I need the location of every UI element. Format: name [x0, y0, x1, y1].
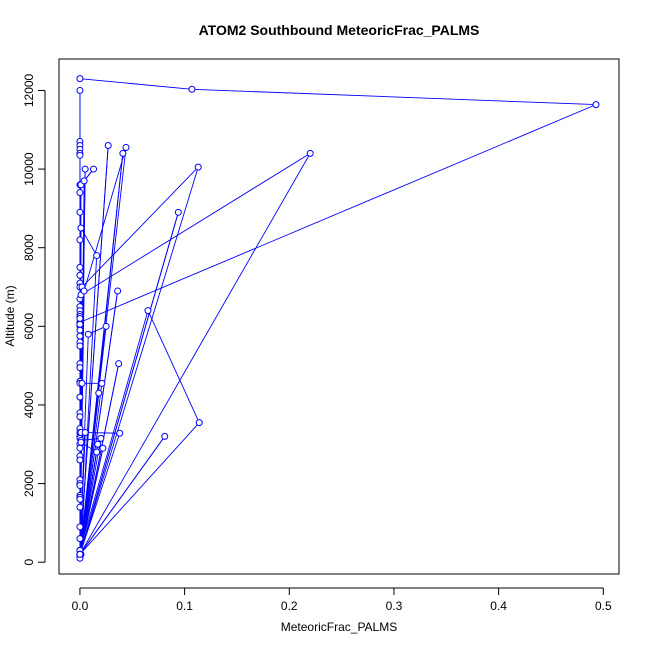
- data-point: [77, 438, 85, 446]
- data-point: [98, 379, 106, 387]
- data-point: [76, 86, 84, 94]
- data-point: [77, 224, 85, 232]
- data-point: [76, 326, 84, 334]
- x-tick-label: 0.1: [176, 599, 193, 613]
- plot-frame: [58, 58, 620, 575]
- data-point: [76, 320, 84, 328]
- series-segment: [80, 255, 98, 555]
- series-segment: [79, 290, 119, 555]
- series-segment: [191, 88, 596, 106]
- x-tick-label: 0.0: [72, 599, 89, 613]
- series-segment: [79, 433, 121, 555]
- series-segment: [79, 448, 104, 555]
- data-point: [76, 75, 84, 83]
- y-tick-label: 10000: [22, 152, 36, 186]
- data-point: [76, 413, 84, 421]
- data-point: [76, 332, 84, 340]
- data-point: [76, 151, 84, 159]
- data-point: [104, 141, 112, 149]
- x-tick-label: 0.3: [386, 599, 403, 613]
- y-tick-label: 8000: [22, 234, 36, 261]
- y-tick-label: 2000: [22, 470, 36, 497]
- data-point: [93, 252, 101, 260]
- series-segment: [80, 152, 311, 296]
- data-point: [144, 307, 152, 315]
- series-segment: [79, 166, 199, 555]
- data-point: [592, 101, 600, 109]
- data-point: [76, 495, 84, 503]
- data-point: [95, 389, 103, 397]
- data-point: [76, 444, 84, 452]
- series-points: [76, 75, 600, 562]
- series-segment: [81, 166, 199, 288]
- data-point: [195, 419, 203, 427]
- x-axis-label: MeteoricFrac_PALMS: [281, 620, 397, 634]
- data-point: [115, 360, 123, 368]
- series-segment: [80, 227, 98, 256]
- series-segment: [79, 212, 179, 555]
- x-tick-label: 0.4: [490, 599, 507, 613]
- y-tick-label: 0: [22, 559, 36, 566]
- data-point: [119, 149, 127, 157]
- data-point: [76, 263, 84, 271]
- data-point: [161, 432, 169, 440]
- series-lines: [79, 78, 597, 559]
- data-point: [76, 271, 84, 279]
- data-point: [76, 535, 84, 543]
- series-segment: [147, 310, 200, 423]
- data-point: [76, 236, 84, 244]
- data-point: [76, 208, 84, 216]
- series-segment: [79, 153, 311, 555]
- data-point: [76, 189, 84, 197]
- data-point: [76, 342, 84, 350]
- data-point: [116, 429, 124, 437]
- data-point: [122, 143, 130, 151]
- data-point: [80, 177, 88, 185]
- data-point: [194, 163, 202, 171]
- data-point: [188, 85, 196, 93]
- data-point: [84, 330, 92, 338]
- data-point: [99, 444, 107, 452]
- data-point: [102, 322, 110, 330]
- x-tick-label: 0.2: [281, 599, 298, 613]
- data-point: [80, 287, 88, 295]
- data-point: [114, 287, 122, 295]
- data-point: [76, 393, 84, 401]
- data-point: [76, 550, 84, 558]
- series-segment: [79, 422, 200, 555]
- data-point: [94, 440, 102, 448]
- series-segment: [79, 444, 99, 555]
- y-tick-label: 6000: [22, 313, 36, 340]
- data-point: [76, 523, 84, 531]
- data-point: [97, 434, 105, 442]
- y-axis-label: Altitude (m): [3, 285, 17, 346]
- data-point: [76, 364, 84, 372]
- series-segment: [79, 78, 192, 90]
- chart-title: ATOM2 Southbound MeteoricFrac_PALMS: [199, 22, 480, 38]
- series-segment: [79, 436, 166, 555]
- x-tick-label: 0.5: [595, 599, 612, 613]
- data-point: [81, 165, 89, 173]
- x-axis: 0.0 0.1 0.2 0.3 0.4 0.5: [72, 587, 612, 613]
- data-point: [76, 503, 84, 511]
- data-point: [174, 208, 182, 216]
- y-axis: 0 2000 4000 6000 8000 10000 12000: [22, 73, 46, 566]
- y-tick-label: 4000: [22, 391, 36, 418]
- data-point: [306, 149, 314, 157]
- data-point: [93, 448, 101, 456]
- data-point: [78, 379, 86, 387]
- data-point: [76, 456, 84, 464]
- data-point: [81, 428, 89, 436]
- y-tick-label: 12000: [22, 73, 36, 107]
- series-segment: [83, 147, 127, 292]
- data-point: [76, 482, 84, 490]
- data-point: [90, 165, 98, 173]
- series-segment: [79, 310, 149, 551]
- series-segment: [79, 104, 597, 323]
- data-point: [76, 314, 84, 322]
